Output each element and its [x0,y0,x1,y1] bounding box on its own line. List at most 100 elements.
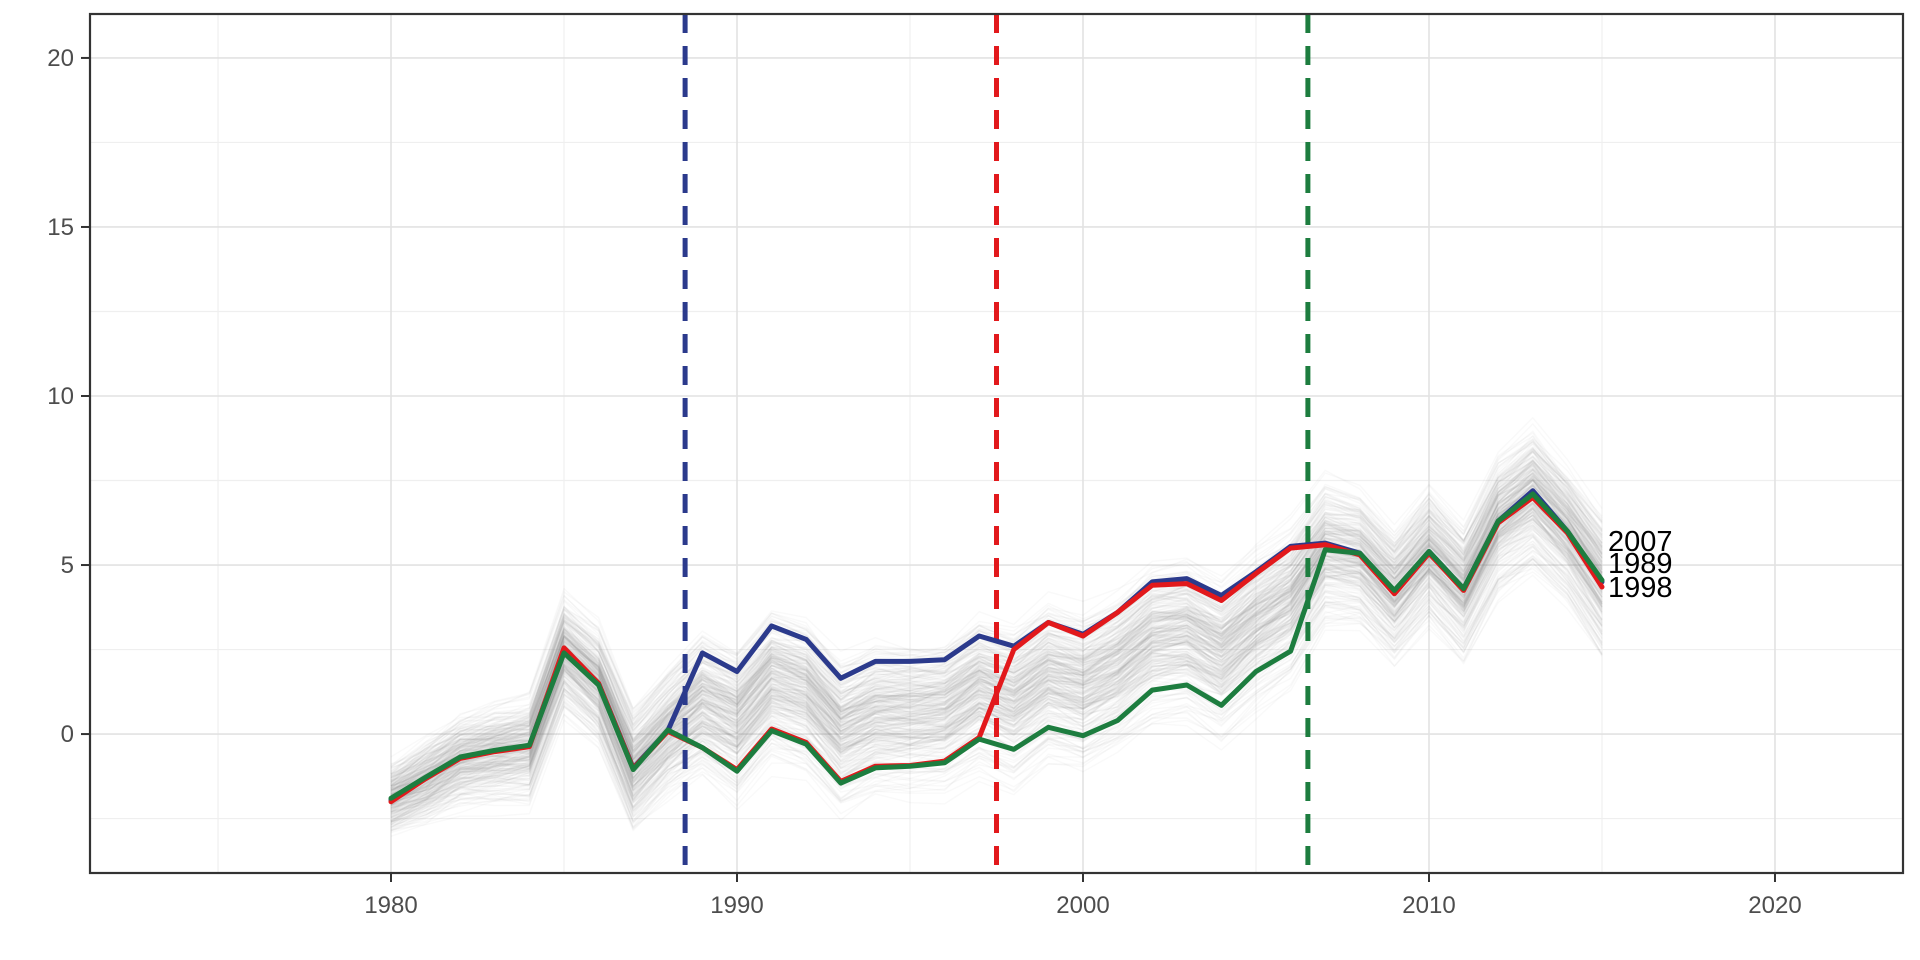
placebo-draw-line [390,502,1603,824]
placebo-draw-line [390,497,1603,807]
placebo-draw-line [390,549,1603,822]
placebo-draw-line [390,501,1603,822]
placebo-draw-line [390,450,1603,782]
placebo-draw-line [390,482,1603,781]
placebo-draw-line [390,455,1603,785]
placebo-draw-line [390,518,1603,805]
x-tick-label-2000: 2000 [1056,892,1109,919]
series-end-label-2007: 2007 [1608,526,1673,558]
placebo-draw-line [390,476,1603,794]
placebo-draw-line [390,507,1603,808]
series-line-2007 [388,491,1605,801]
placebo-draw-line [390,472,1603,784]
placebo-draw-line [390,457,1603,796]
placebo-draw-line [390,451,1603,795]
y-tick-label-15: 15 [47,214,74,241]
placebo-draw-line [390,477,1603,782]
placebo-draw-line [390,545,1603,826]
placebo-draw-line [390,481,1603,773]
placebo-draw-line [390,473,1603,787]
placebo-draw-line [390,479,1603,792]
placebo-draw-line [390,543,1603,808]
placebo-draw-line [390,508,1603,829]
placebo-draw-line [390,497,1603,804]
placebo-draw-line [390,465,1603,776]
placebo-draw-line [390,493,1603,806]
y-tick-label-5: 5 [61,552,74,579]
placebo-draw-line [390,441,1603,789]
placebo-draw-line [390,508,1603,811]
placebo-draw-line [390,517,1603,809]
placebo-draw-line [390,468,1603,777]
placebo-draw-line [390,460,1603,783]
placebo-draw-line [390,484,1603,787]
y-tick-label-10: 10 [47,383,74,410]
placebo-draw-line [390,475,1603,804]
placebo-draw-line [390,518,1603,813]
placebo-draw-line [390,518,1603,818]
placebo-draw-line [390,499,1603,814]
placebo-draw-line [390,438,1603,778]
placebo-draw-line [390,450,1603,775]
placebo-draw-line [390,523,1603,798]
placebo-draw-line [390,534,1603,824]
placebo-draw-line [390,447,1603,786]
placebo-draw-line [390,536,1603,813]
placebo-draw-line [390,502,1603,791]
placebo-draw-line [390,525,1603,815]
placebo-draw-line [390,459,1603,802]
placebo-draw-line [390,514,1603,820]
placebo-draw-line [390,504,1603,815]
placebo-draw-line [390,477,1603,803]
placebo-draw-line [390,455,1603,783]
placebo-draw-line [390,530,1603,806]
placebo-draw-line [390,514,1603,827]
panel-border [88,12,1905,875]
placebo-draw-line [390,423,1603,768]
placebo-draw-line [390,478,1603,794]
placebo-draw-line [390,528,1603,812]
axes: 1980 1990 2000 2010 2020 0 5 10 15 20 [47,45,1801,919]
placebo-draw-line [390,476,1603,813]
placebo-draw-line [390,480,1603,807]
placebo-draw-line [390,487,1603,805]
series-end-label-1998: 1998 [1608,572,1673,604]
y-tick-label-20: 20 [47,45,74,72]
placebo-draw-line [390,496,1603,814]
placebo-draw-line [390,513,1603,805]
placebo-draw-line [390,574,1603,822]
placebo-draw-line [390,514,1603,801]
placebo-draw-line [390,543,1603,823]
x-tick-label-1990: 1990 [710,892,763,919]
placebo-draw-line [390,507,1603,799]
placebo-draw-line [390,496,1603,787]
placebo-draw-line [390,555,1603,832]
placebo-draw-line [390,451,1603,790]
placebo-draw-line [390,478,1603,803]
placebo-draw-line [390,512,1603,814]
placebo-draw-line [390,469,1603,792]
placebo-draw-line [390,524,1603,822]
placebo-draw-line [390,492,1603,802]
placebo-draw-line [390,464,1603,789]
placebo-draw-line [390,511,1603,804]
placebo-draw-line [390,532,1603,828]
y-tick-label-0: 0 [61,721,74,748]
placebo-draw-line [390,469,1603,800]
placebo-draw-line [390,472,1603,785]
event-vlines [682,14,1311,873]
placebo-draw-line [390,494,1603,789]
placebo-draw-line [390,517,1603,813]
x-tick-label-2020: 2020 [1748,892,1801,919]
placebo-draw-line [390,517,1603,809]
placebo-draw-line [390,460,1603,783]
placebo-draw-line [390,441,1603,775]
series-end-label-1989: 1989 [1608,548,1673,580]
placebo-draw-line [390,519,1603,816]
placebo-draw-line [390,459,1603,795]
placebo-draw-line [390,459,1603,804]
placebo-draw-line [390,494,1603,792]
